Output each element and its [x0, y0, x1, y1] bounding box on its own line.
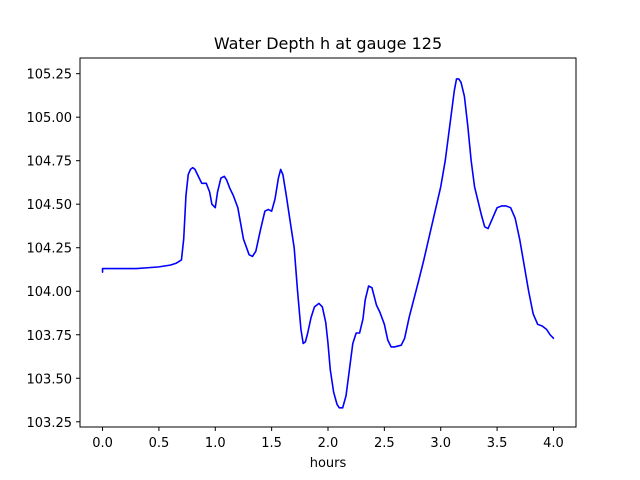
chart-title: Water Depth h at gauge 125	[214, 34, 442, 53]
x-tick-label: 2.0	[318, 436, 339, 451]
y-axis: 103.25 103.50 103.75 104.00 104.25 104.50 104.…	[27, 68, 80, 431]
y-tick-label: 104.50	[27, 198, 73, 213]
y-tick-label: 103.25	[27, 416, 73, 431]
x-tick-label: 2.5	[374, 436, 395, 451]
x-tick-label: 0.5	[149, 436, 170, 451]
y-tick-label: 104.75	[27, 155, 73, 170]
y-tick-label: 103.50	[27, 372, 73, 387]
x-axis-label: hours	[310, 456, 347, 471]
x-tick-label: 1.0	[205, 436, 226, 451]
series-layer	[101, 78, 555, 409]
y-tick-label: 105.00	[27, 111, 73, 126]
x-axis: 0.0 0.5 1.0 1.5 2.0 2.5 3.0 3.5 4.0	[92, 427, 564, 451]
y-tick-label: 104.25	[27, 242, 73, 257]
y-tick-label: 105.25	[27, 68, 73, 83]
y-tick-label: 103.75	[27, 329, 73, 344]
x-tick-label: 3.0	[430, 436, 451, 451]
y-tick-label: 104.00	[27, 285, 73, 300]
x-tick-label: 4.0	[543, 436, 564, 451]
x-tick-label: 1.5	[261, 436, 282, 451]
series-line	[101, 78, 555, 409]
x-tick-label: 3.5	[487, 436, 508, 451]
x-tick-label: 0.0	[92, 436, 113, 451]
